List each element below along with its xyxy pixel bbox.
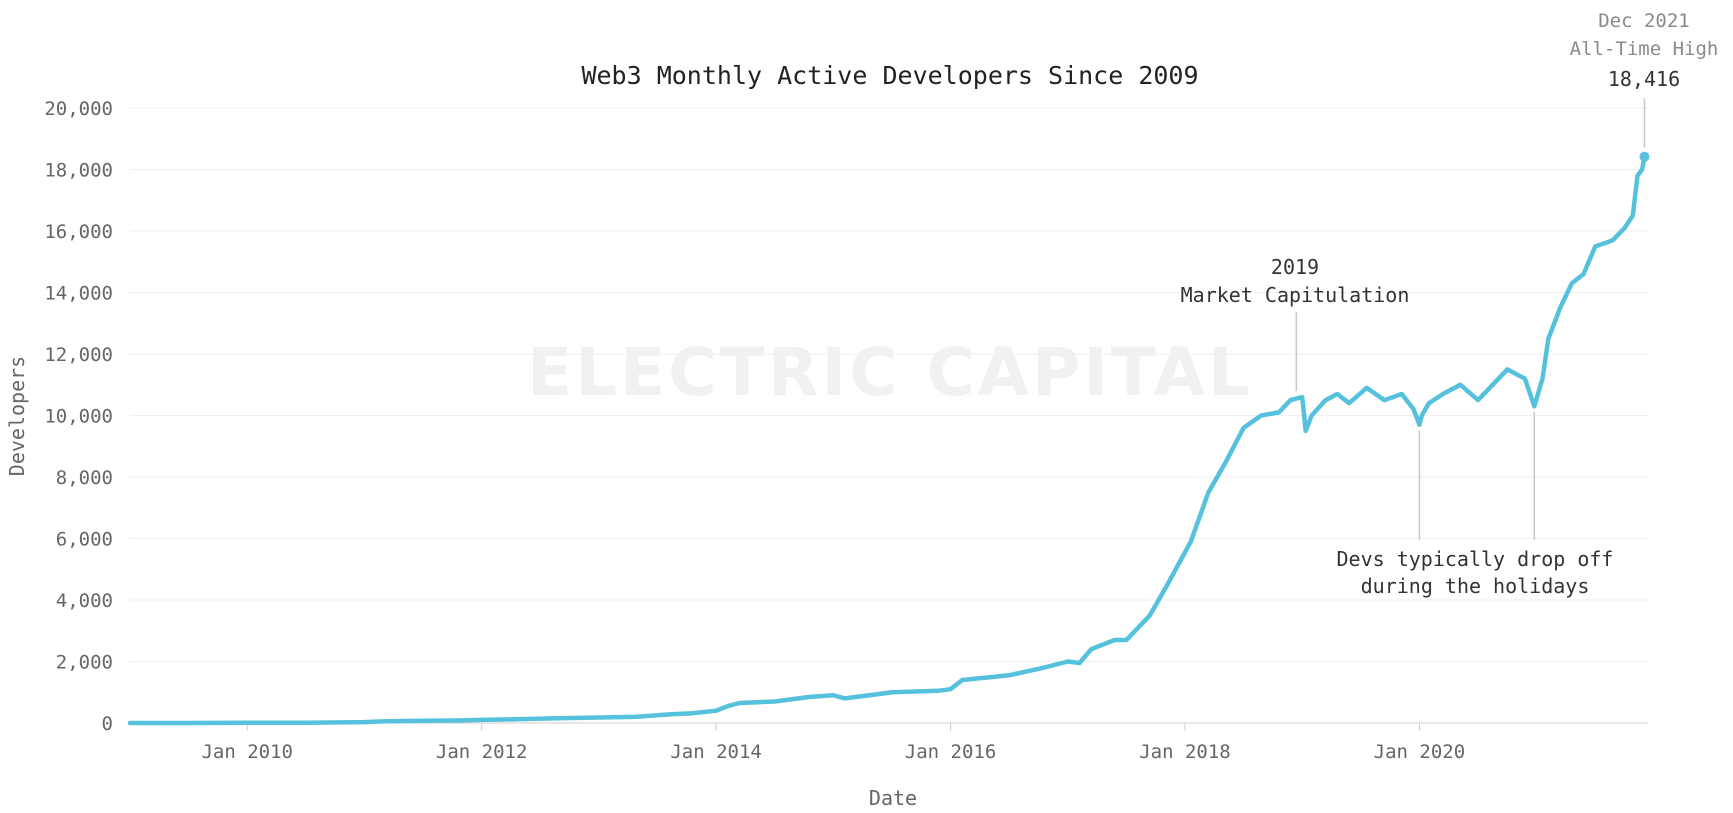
y-tick-label: 10,000: [44, 406, 113, 428]
x-tick-label: Jan 2014: [670, 741, 762, 763]
x-axis-label: Date: [869, 786, 917, 810]
y-tick-label: 6,000: [56, 529, 113, 551]
annotation-capitulation-year: 2019: [1271, 255, 1319, 279]
annotation-capitulation-text: Market Capitulation: [1181, 283, 1410, 307]
series-line: [127, 154, 1647, 726]
annotation-ath-date: Dec 2021: [1598, 10, 1690, 32]
watermark: ELECTRIC CAPITAL: [527, 334, 1253, 411]
x-tick-label: Jan 2012: [436, 741, 528, 763]
y-tick-label: 16,000: [44, 221, 113, 243]
all-time-high-point: [1639, 151, 1650, 162]
annotation-holidays-line2: during the holidays: [1361, 574, 1590, 598]
grid-lines: [130, 107, 1648, 662]
y-tick-label: 8,000: [56, 467, 113, 489]
annotation-ath-value: 18,416: [1608, 67, 1680, 91]
y-tick-label: 18,000: [44, 160, 113, 182]
annotation-leader-lines: [1295, 98, 1646, 540]
y-axis-ticks: 0 2,000 4,000 6,000 8,000 10,000 12,000 14,000 1…: [44, 98, 113, 735]
x-tick-label: Jan 2010: [201, 741, 293, 763]
annotation-ath-label: All-Time High: [1570, 38, 1719, 60]
x-tick-label: Jan 2018: [1139, 741, 1231, 763]
y-tick-label: 12,000: [44, 344, 113, 366]
x-tick-label: Jan 2016: [905, 741, 997, 763]
y-axis-label: Developers: [5, 356, 29, 476]
y-tick-label: 0: [102, 713, 113, 735]
x-tick-label: Jan 2020: [1374, 741, 1466, 763]
chart-title: Web3 Monthly Active Developers Since 200…: [581, 61, 1198, 90]
y-tick-label: 2,000: [56, 652, 113, 674]
y-tick-label: 14,000: [44, 283, 113, 305]
annotation-holidays-line1: Devs typically drop off: [1337, 547, 1614, 571]
y-tick-label: 20,000: [44, 98, 113, 120]
x-axis-ticks: Jan 2010 Jan 2012 Jan 2014 Jan 2016 Jan 2018…: [201, 723, 1465, 763]
y-tick-label: 4,000: [56, 590, 113, 612]
